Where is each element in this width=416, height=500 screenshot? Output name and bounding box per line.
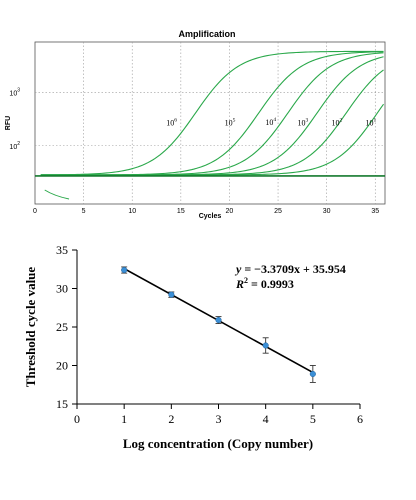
amp-series-label-5: 101 [366,118,377,128]
std-point-3 [262,342,269,349]
std-point-0 [121,266,128,274]
standard-y-ticks: 15 20 25 30 35 [56,243,77,411]
std-y-tick-label: 20 [56,359,68,373]
std-x-tick-label: 4 [263,412,269,426]
amplification-y-label: RFU [5,116,12,130]
r2-exponent: 2 [244,276,248,285]
std-x-tick-label: 3 [216,412,222,426]
standard-y-label: Threshold cycle value [23,267,38,388]
standard-data-points [121,266,316,383]
amp-curve-5 [40,103,384,176]
amp-x-tick-label: 10 [128,208,136,215]
amplification-y-ticks: 103 102 [9,88,20,151]
amplification-title: Amplification [178,29,235,39]
r2-label: R [235,277,244,291]
amp-x-tick-label: 15 [177,208,185,215]
std-point-1 [168,291,175,298]
std-point-2 [215,317,222,324]
amp-noise [44,189,70,200]
amp-x-tick-label: 20 [226,208,234,215]
amp-x-tick-label: 35 [371,208,379,215]
amp-series-label-3: 103 [298,118,309,128]
std-y-tick-label: 25 [56,320,68,334]
amp-series-label-2: 104 [265,117,276,127]
amplification-x-ticks: 0 5 10 15 20 25 30 35 [33,208,379,215]
amplification-curves [35,50,385,200]
amp-series-label-1: 105 [225,118,236,128]
amp-curve-0 [40,50,384,176]
std-point-4 [309,370,316,378]
amp-x-tick-label: 0 [33,208,37,215]
equation-lhs: y [234,262,242,276]
equation-rhs: = −3.3709x + 35.954 [241,262,346,276]
amp-y-tick-label: 102 [9,141,20,151]
std-y-tick-label: 30 [56,282,68,296]
std-x-tick-label: 0 [74,412,80,426]
r2-value: = 0.9993 [248,277,294,291]
standard-x-label: Log concentration (Copy number) [123,436,313,451]
amp-x-tick-label: 5 [82,208,86,215]
std-x-tick-label: 1 [121,412,127,426]
amplification-series-labels: 106 105 104 103 102 101 [166,117,376,127]
std-x-tick-label: 2 [168,412,174,426]
std-y-tick-label: 35 [56,243,68,257]
amplification-x-label: Cycles [199,213,222,220]
r-squared: R2 = 0.9993 [235,276,294,291]
amp-series-label-4: 102 [332,118,343,128]
standard-curve-chart: 0 1 2 3 4 5 6 15 20 25 30 35 y = −3.3709x + 35.954… [23,243,363,451]
std-x-tick-label: 6 [357,412,363,426]
std-y-tick-label: 15 [56,397,68,411]
std-x-tick-label: 5 [310,412,316,426]
amp-x-tick-label: 25 [274,208,282,215]
regression-equation: y = −3.3709x + 35.954 [234,262,346,276]
amp-series-label-0: 106 [166,118,177,128]
standard-x-ticks: 0 1 2 3 4 5 6 [74,404,363,426]
amp-x-tick-label: 30 [323,208,331,215]
amp-y-tick-label: 103 [9,88,20,98]
